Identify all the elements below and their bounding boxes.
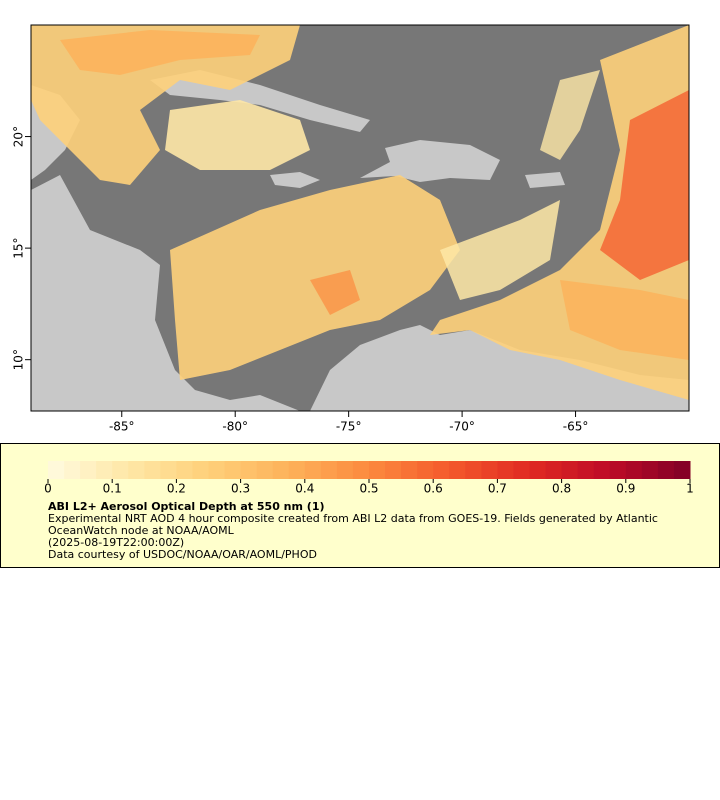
colorbar-step (256, 461, 274, 479)
colorbar-step (64, 461, 81, 479)
x-tick-label: -65° (563, 420, 589, 434)
colorbar-step (160, 461, 177, 479)
map-frame (30, 24, 690, 412)
colorbar-step (625, 461, 643, 479)
colorbar-tick-label: 0.7 (488, 482, 507, 496)
colorbar-step (513, 461, 530, 479)
colorbar-step (240, 461, 258, 479)
colorbar-step (224, 461, 242, 479)
description: Experimental NRT AOD 4 hour composite cr… (48, 512, 658, 537)
colorbar-step (385, 461, 402, 479)
y-tick-label: 15° (12, 237, 26, 258)
colorbar-tick-label: 0.5 (359, 482, 378, 496)
colorbar-step (433, 461, 450, 479)
colorbar-step (497, 461, 514, 479)
colorbar-step (593, 461, 611, 479)
colorbar-tick-label: 0 (44, 482, 52, 496)
x-tick-label: -80° (222, 420, 248, 434)
colorbar: 0 0.1 0.2 0.3 0.4 0.5 0.6 0.7 0.8 0.9 1 (44, 461, 694, 496)
colorbar-tick-label: 0.9 (616, 482, 635, 496)
colorbar-tick-label: 1 (686, 482, 694, 496)
colorbar-step (609, 461, 627, 479)
colorbar-step (48, 461, 65, 479)
aerosol (31, 25, 689, 400)
legend-text: ABI L2+ Aerosol Optical Depth at 550 nm … (48, 501, 693, 561)
colorbar-step (304, 461, 322, 479)
colorbar-tick-label: 0.3 (231, 482, 250, 496)
colorbar-tick-label: 0.8 (552, 482, 571, 496)
colorbar-step (272, 461, 290, 479)
title: ABI L2+ Aerosol Optical Depth at 550 nm … (48, 500, 325, 513)
x-tick-label: -75° (336, 420, 362, 434)
colorbar-step (192, 461, 209, 479)
colorbar-tick-label: 0.4 (295, 482, 314, 496)
x-tick-label: -85° (109, 420, 135, 434)
credit: Data courtesy of USDOC/NOAA/OAR/AOML/PHO… (48, 548, 317, 561)
colorbar-step (112, 461, 129, 479)
colorbar-step (545, 461, 563, 479)
colorbar-step (128, 461, 145, 479)
colorbar-tick-label: 0.1 (103, 482, 122, 496)
colorbar-step (561, 461, 579, 479)
colorbar-step (96, 461, 113, 479)
colorbar-tick-label: 0.6 (424, 482, 443, 496)
colorbar-step (208, 461, 226, 479)
colorbar-step (449, 461, 466, 479)
colorbar-step (657, 461, 675, 479)
colorbar-step (417, 461, 434, 479)
colorbar-step (673, 461, 691, 479)
timestamp: (2025-08-19T22:00:00Z) (48, 536, 185, 549)
colorbar-step (288, 461, 306, 479)
colorbar-step (369, 461, 386, 479)
colorbar-step (80, 461, 97, 479)
map: -85° -80° -75° -70° -65° 10° 15° 20° (12, 24, 690, 434)
colorbar-step (144, 461, 161, 479)
colorbar-tick-label: 0.2 (167, 482, 186, 496)
colorbar-step (529, 461, 547, 479)
colorbar-step (320, 461, 338, 479)
colorbar-step (176, 461, 193, 479)
colorbar-step (401, 461, 418, 479)
y-tick-label: 20° (12, 126, 26, 147)
colorbar-step (481, 461, 498, 479)
colorbar-step (641, 461, 659, 479)
x-tick-label: -70° (449, 420, 475, 434)
colorbar-step (352, 461, 370, 479)
colorbar-step (336, 461, 354, 479)
land (31, 70, 689, 411)
colorbar-step (465, 461, 482, 479)
legend: 0 0.1 0.2 0.3 0.4 0.5 0.6 0.7 0.8 0.9 1 ABI L2+ Ae… (0, 443, 720, 568)
y-tick-label: 10° (12, 349, 26, 370)
colorbar-step (577, 461, 595, 479)
